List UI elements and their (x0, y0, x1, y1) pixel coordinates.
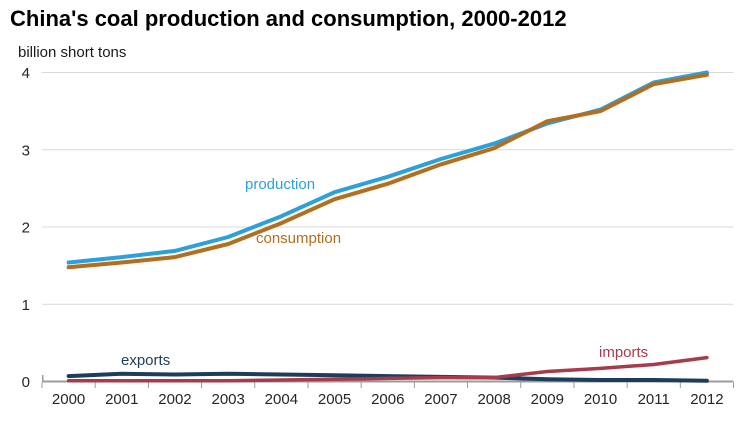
x-tick-label: 2002 (158, 391, 191, 408)
chart-title: China's coal production and consumption,… (10, 6, 567, 31)
x-tick-label: 2005 (318, 391, 351, 408)
x-tick-label: 2003 (211, 391, 244, 408)
x-tick-label: 2009 (531, 391, 564, 408)
x-tick-label: 2012 (690, 391, 723, 408)
series-label-exports: exports (121, 352, 171, 369)
x-tick-label: 2004 (265, 391, 298, 408)
y-tick-label: 3 (22, 142, 30, 159)
y-tick-label: 0 (22, 374, 30, 391)
y-tick-label: 4 (22, 65, 30, 82)
series-label-imports: imports (599, 344, 649, 361)
series-label-production: production (245, 176, 316, 193)
series-label-consumption: consumption (256, 230, 342, 247)
x-tick-label: 2001 (105, 391, 138, 408)
series-line-consumption (66, 72, 709, 270)
x-tick-label: 2006 (371, 391, 404, 408)
x-tick-label: 2000 (52, 391, 85, 408)
y-axis-units-label: billion short tons (18, 44, 127, 61)
series-line-imports (66, 355, 709, 383)
y-tick-label: 2 (22, 220, 30, 237)
x-tick-label: 2010 (584, 391, 617, 408)
x-tick-label: 2008 (477, 391, 510, 408)
series-line-exports (66, 371, 709, 383)
x-tick-label: 2011 (638, 391, 670, 408)
series-line-production (66, 70, 709, 265)
x-tick-label: 2007 (424, 391, 457, 408)
y-tick-label: 1 (22, 297, 30, 314)
